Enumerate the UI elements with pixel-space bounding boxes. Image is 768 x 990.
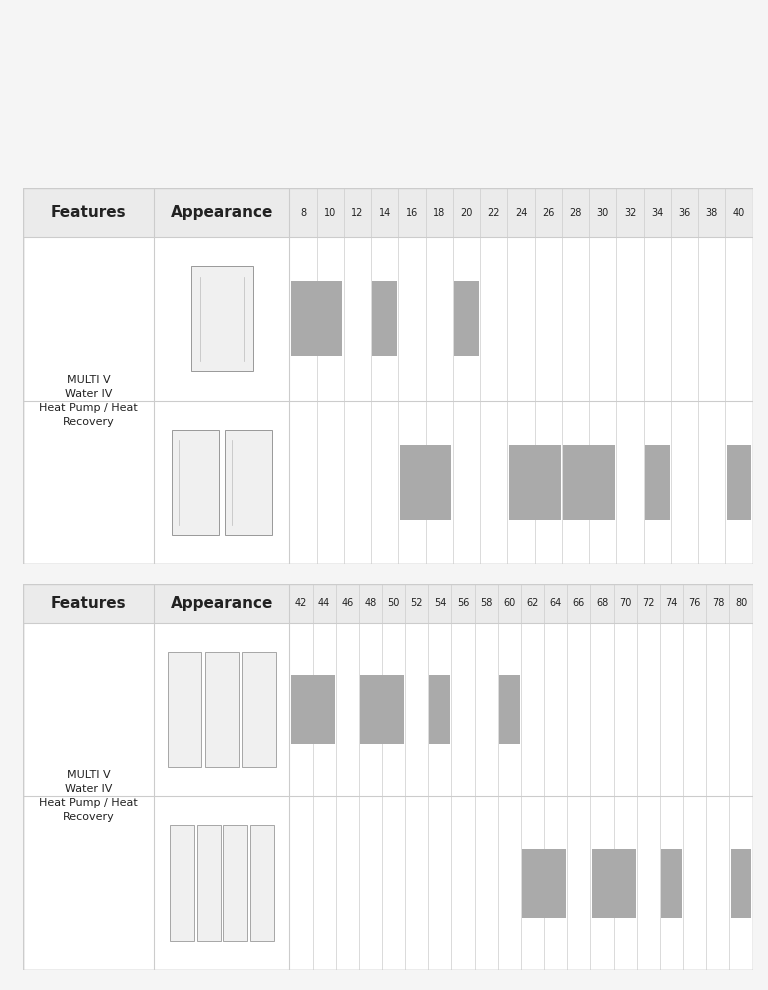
Text: 50: 50 (387, 598, 400, 609)
Text: 18: 18 (433, 208, 445, 218)
Text: Features: Features (51, 205, 127, 220)
Bar (171, 430, 219, 536)
Bar (499, 675, 520, 744)
Text: 14: 14 (379, 208, 391, 218)
Bar (167, 651, 201, 767)
Text: 56: 56 (457, 598, 469, 609)
Text: 46: 46 (341, 598, 353, 609)
Text: 20: 20 (460, 208, 472, 218)
Bar (645, 445, 670, 520)
Bar (23, 188, 753, 237)
Bar (23, 584, 753, 623)
Text: 40: 40 (733, 208, 745, 218)
Text: 36: 36 (678, 208, 690, 218)
Text: 30: 30 (597, 208, 609, 218)
Bar (170, 826, 194, 941)
Bar (205, 651, 239, 767)
Bar (360, 675, 404, 744)
Bar (399, 445, 452, 520)
Text: 78: 78 (712, 598, 724, 609)
Text: 74: 74 (665, 598, 677, 609)
Text: 44: 44 (318, 598, 330, 609)
Text: Features: Features (51, 596, 127, 611)
Text: 64: 64 (550, 598, 562, 609)
Text: 32: 32 (624, 208, 636, 218)
Bar (291, 281, 343, 356)
Bar (563, 445, 615, 520)
Bar (661, 848, 682, 918)
Bar (591, 848, 636, 918)
Text: 48: 48 (364, 598, 376, 609)
Bar (522, 848, 566, 918)
Bar (250, 826, 273, 941)
Bar (290, 675, 335, 744)
Text: Appearance: Appearance (170, 205, 273, 220)
Bar (223, 826, 247, 941)
Text: 38: 38 (706, 208, 718, 218)
Text: 42: 42 (295, 598, 307, 609)
Bar (243, 651, 276, 767)
Bar (372, 281, 397, 356)
Text: 16: 16 (406, 208, 418, 218)
Bar (197, 826, 220, 941)
Text: 54: 54 (434, 598, 446, 609)
Text: MULTI V
Water IV
Heat Pump / Heat
Recovery: MULTI V Water IV Heat Pump / Heat Recove… (39, 770, 138, 823)
Text: 24: 24 (515, 208, 527, 218)
Text: 10: 10 (324, 208, 336, 218)
Text: 28: 28 (569, 208, 581, 218)
Text: 76: 76 (689, 598, 701, 609)
Text: 60: 60 (503, 598, 515, 609)
Text: 62: 62 (526, 598, 539, 609)
Text: 58: 58 (480, 598, 492, 609)
Bar (454, 281, 478, 356)
Text: MULTI V
Water IV
Heat Pump / Heat
Recovery: MULTI V Water IV Heat Pump / Heat Recove… (39, 374, 138, 427)
Text: 68: 68 (596, 598, 608, 609)
Text: 70: 70 (619, 598, 631, 609)
Text: 72: 72 (642, 598, 654, 609)
Text: 52: 52 (411, 598, 423, 609)
Text: Appearance: Appearance (170, 596, 273, 611)
Bar (730, 848, 751, 918)
Text: 26: 26 (542, 208, 554, 218)
Bar (190, 266, 253, 371)
Text: 34: 34 (651, 208, 664, 218)
Text: 80: 80 (735, 598, 747, 609)
Bar (727, 445, 751, 520)
Text: 22: 22 (488, 208, 500, 218)
Bar (429, 675, 450, 744)
Text: 66: 66 (573, 598, 585, 609)
Bar (508, 445, 561, 520)
Text: 8: 8 (300, 208, 306, 218)
Bar (225, 430, 272, 536)
Text: 12: 12 (351, 208, 364, 218)
